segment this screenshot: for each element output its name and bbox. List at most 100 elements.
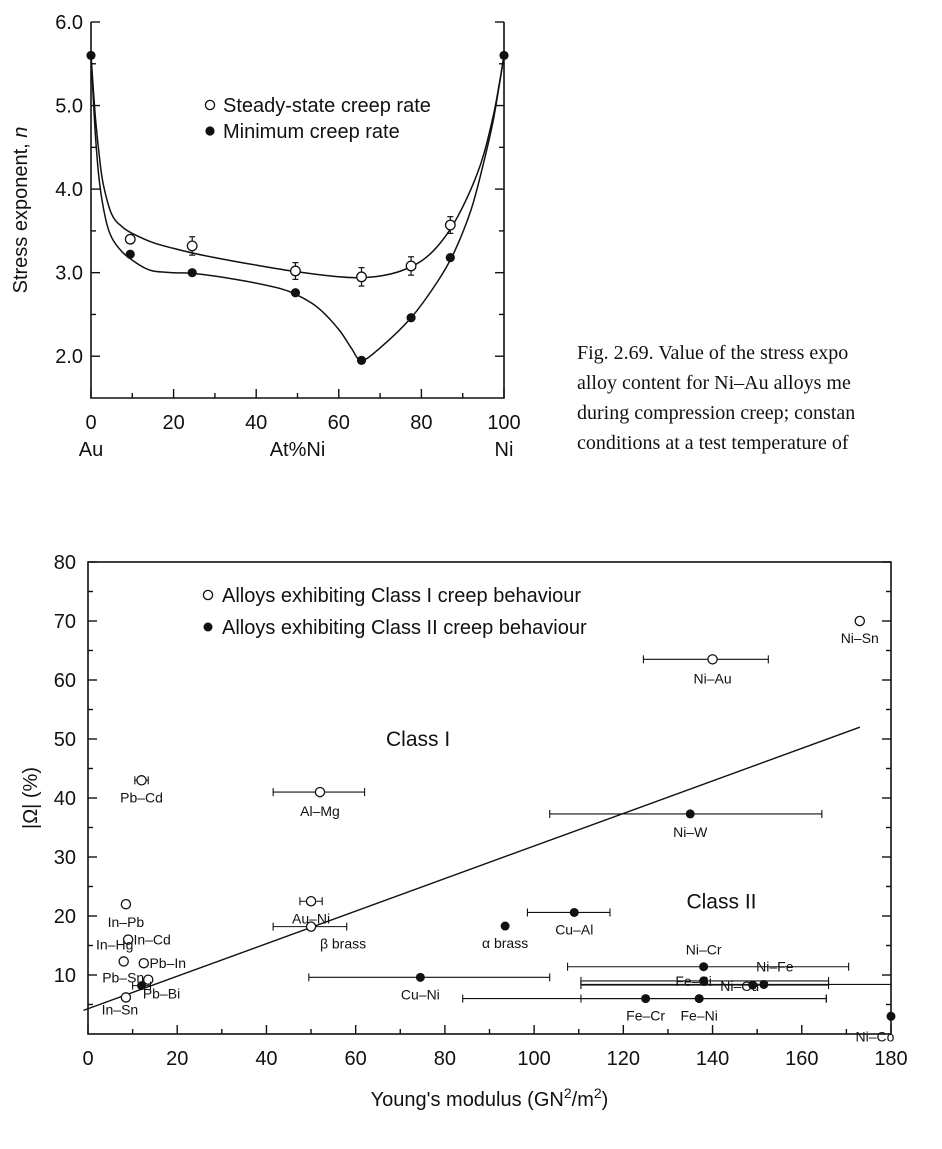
legend-label: Minimum creep rate [223,121,400,143]
data-point [120,992,132,1003]
data-point [707,654,718,665]
x-tick-label: 0 [85,412,96,434]
x-tick-label: 60 [328,412,350,434]
point-label: Cu–Al [555,921,593,937]
point-label: Pb–Cd [120,789,163,805]
point-label: Ni–W [673,824,708,840]
point-label: Pb–In [149,955,186,971]
point-label: In–Pb [108,914,145,930]
point-label: Ni–Cu [720,978,759,994]
x-tick-label: 100 [487,412,520,434]
data-point [356,271,367,283]
x-tick-label: 180 [874,1048,907,1070]
data-point [305,896,317,907]
legend-label: Alloys exhibiting Class I creep behaviou… [222,585,581,607]
x-tick-label: 60 [345,1048,367,1070]
point-label: Al–Mg [300,803,340,819]
x-tick-label: 20 [162,412,184,434]
point-label: Ni–Fe [756,958,794,974]
point-label: In–Sn [102,1001,139,1017]
y-tick-label: 30 [54,847,76,869]
y-tick-label: 70 [54,611,76,633]
x-axis-label: Young's modulus (GN2/m2) [371,1085,609,1111]
caption-line: during compression creep; constan [577,402,856,424]
data-point [699,962,709,972]
x-tick-label: 80 [410,412,432,434]
data-point [125,249,135,259]
data-point [356,355,367,365]
x-tick-label: 40 [255,1048,277,1070]
y-axis-label: Stress exponent, n [10,127,32,294]
point-label: Fe–Cr [626,1008,665,1024]
data-point [405,260,417,272]
legend-label: Steady-state creep rate [223,95,431,117]
axes-frame [90,22,505,399]
y-tick-label: 6.0 [55,12,83,34]
data-point [500,921,510,931]
data-point [187,268,197,278]
class-boundary-line [83,726,861,1012]
figure-caption: Fig. 2.69. Value of the stress expo allo… [577,338,942,458]
data-point [748,980,758,990]
data-point [186,240,198,252]
caption-line: Fig. 2.69. Value of the stress expo [577,342,849,364]
data-point [685,809,695,819]
data-point [445,253,455,263]
point-label: Ni–Co [856,1028,895,1044]
y-axis-label: |Ω| (%) [20,767,42,829]
data-point [699,976,709,986]
x-tick-label: 140 [696,1048,729,1070]
caption-line: conditions at a test temperature of [577,432,849,454]
x-end-label-left: Au [79,439,103,461]
data-point [137,981,147,991]
point-label: Ni–Sn [841,630,879,646]
x-tick-label: 160 [785,1048,818,1070]
x-tick-label: 80 [434,1048,456,1070]
x-axis-label: At%Ni [270,439,326,461]
point-label: In–Cd [133,932,170,948]
point-label: Pb–Sn [102,970,144,986]
point-label: α brass [482,935,528,951]
y-tick-label: 50 [54,729,76,751]
point-label: Pb–Bi [143,986,180,1002]
y-tick-label: 60 [54,670,76,692]
y-tick-label: 20 [54,906,76,928]
endpoint [86,50,96,61]
point-label: In–Hg [96,936,133,952]
x-end-label-right: Ni [495,439,514,461]
point-label: β brass [320,936,366,952]
data-point [569,907,579,917]
data-point [118,956,129,967]
x-tick-label: 120 [607,1048,640,1070]
point-label: Fe–Ni [680,1008,717,1024]
region-label: Class II [686,890,756,913]
data-point [138,957,150,969]
data-point [694,994,704,1004]
x-tick-label: 40 [245,412,267,434]
caption-line: alloy content for Ni–Au alloys me [577,372,851,394]
series-curve [90,55,505,279]
data-point [444,219,456,231]
data-point [415,972,425,982]
point-label: Cu–Ni [401,986,440,1002]
data-point [854,615,866,627]
point-label: Au–Ni [292,910,330,926]
x-tick-label: 100 [517,1048,550,1070]
x-tick-label: 20 [166,1048,188,1070]
data-point [136,775,147,786]
y-tick-label: 40 [54,788,76,810]
x-tick-label: 0 [82,1048,93,1070]
y-tick-label: 5.0 [55,96,83,118]
legend-marker [202,589,214,601]
legend-marker [204,99,216,111]
point-label: Ni–Cr [686,942,722,958]
legend-marker [203,622,213,632]
point-label: Ni–Au [693,670,731,686]
data-point [120,898,132,910]
data-point [886,1011,896,1021]
data-point [759,979,769,989]
data-point [289,265,301,277]
legend-label: Alloys exhibiting Class II creep behavio… [222,617,587,639]
y-tick-label: 3.0 [55,263,83,285]
